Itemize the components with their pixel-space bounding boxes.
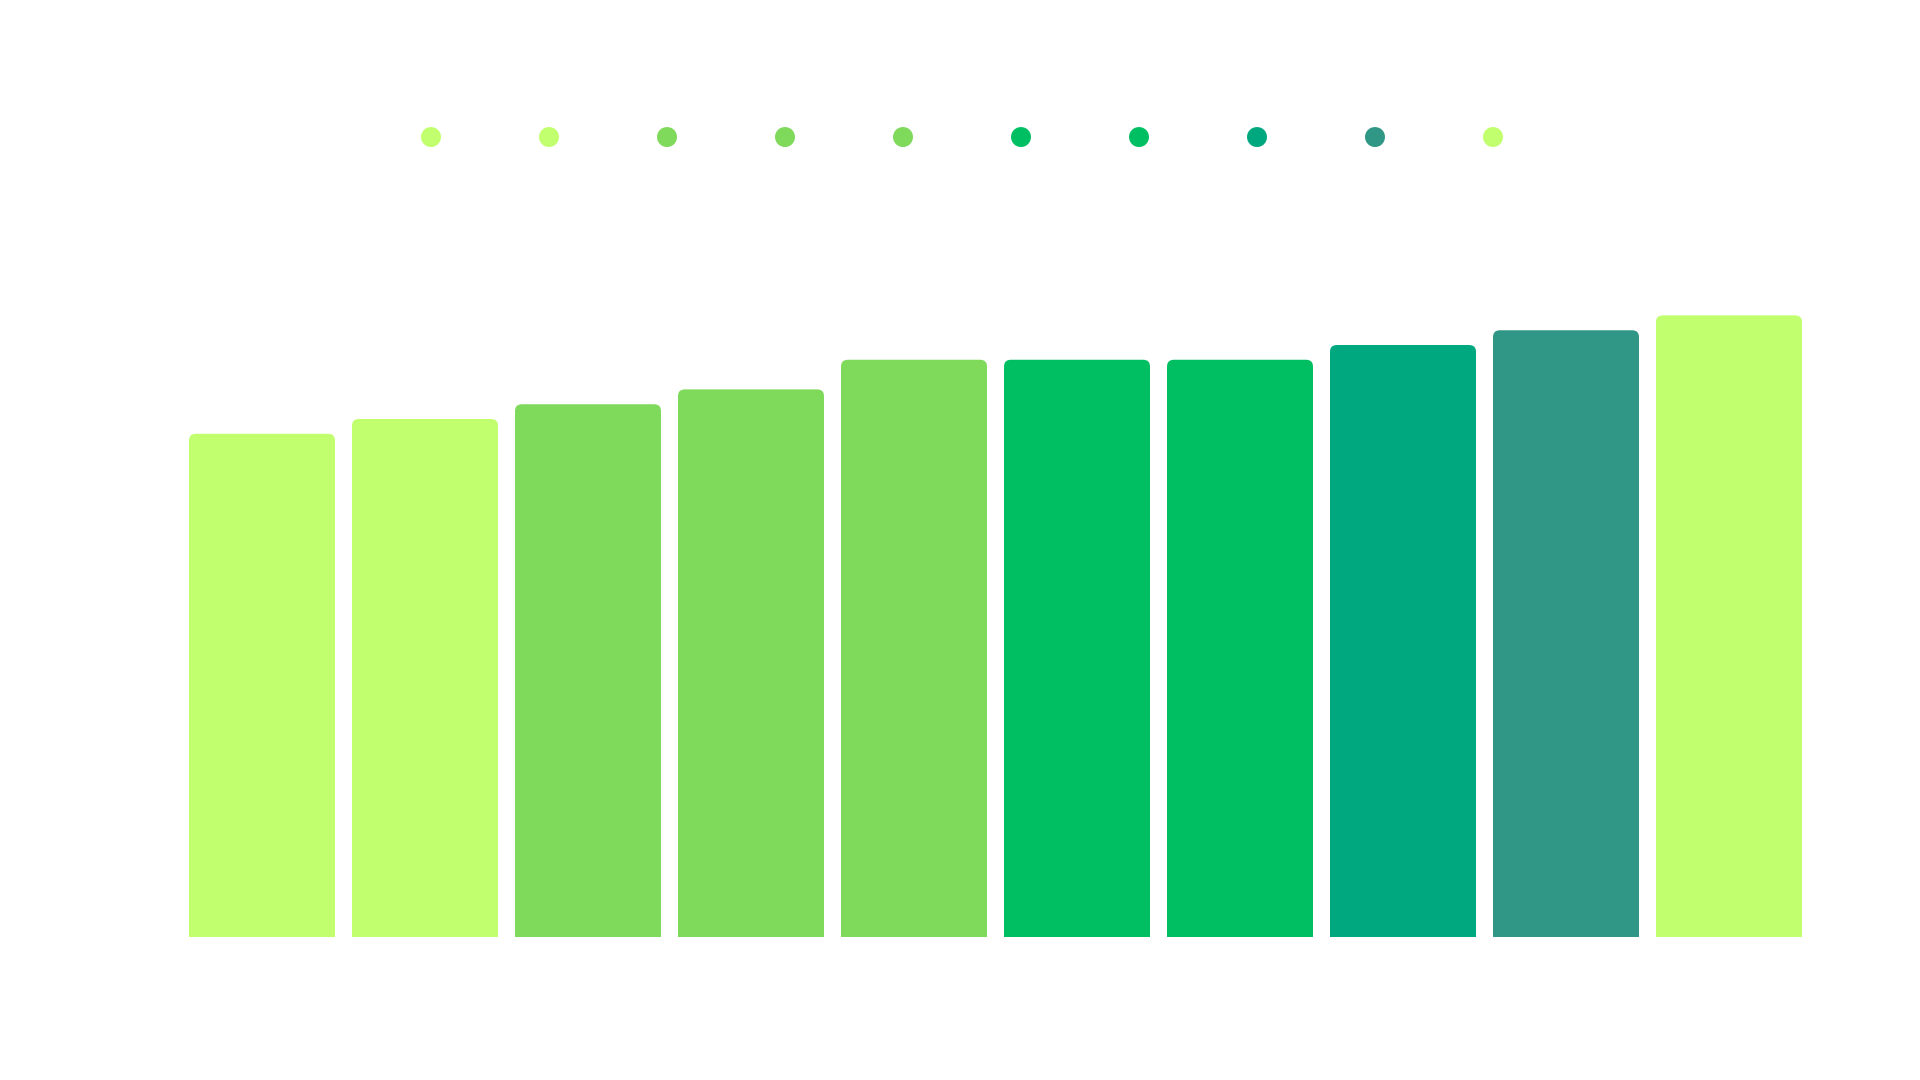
bar <box>352 419 498 937</box>
bar <box>1330 345 1476 937</box>
bar <box>678 389 824 937</box>
bar <box>189 433 335 937</box>
bar <box>1167 359 1313 937</box>
legend-marker <box>775 127 795 147</box>
legend-marker <box>421 127 441 147</box>
bar <box>1493 330 1639 937</box>
legend-marker <box>1011 127 1031 147</box>
bar <box>841 359 987 937</box>
legend-marker <box>1247 127 1267 147</box>
legend-marker <box>539 127 559 147</box>
legend-marker <box>1365 127 1385 147</box>
legend-marker <box>893 127 913 147</box>
bar <box>1004 359 1150 937</box>
legend-marker <box>1129 127 1149 147</box>
legend-marker <box>657 127 677 147</box>
bar <box>1656 315 1802 937</box>
bar <box>515 404 661 937</box>
legend-marker <box>1483 127 1503 147</box>
